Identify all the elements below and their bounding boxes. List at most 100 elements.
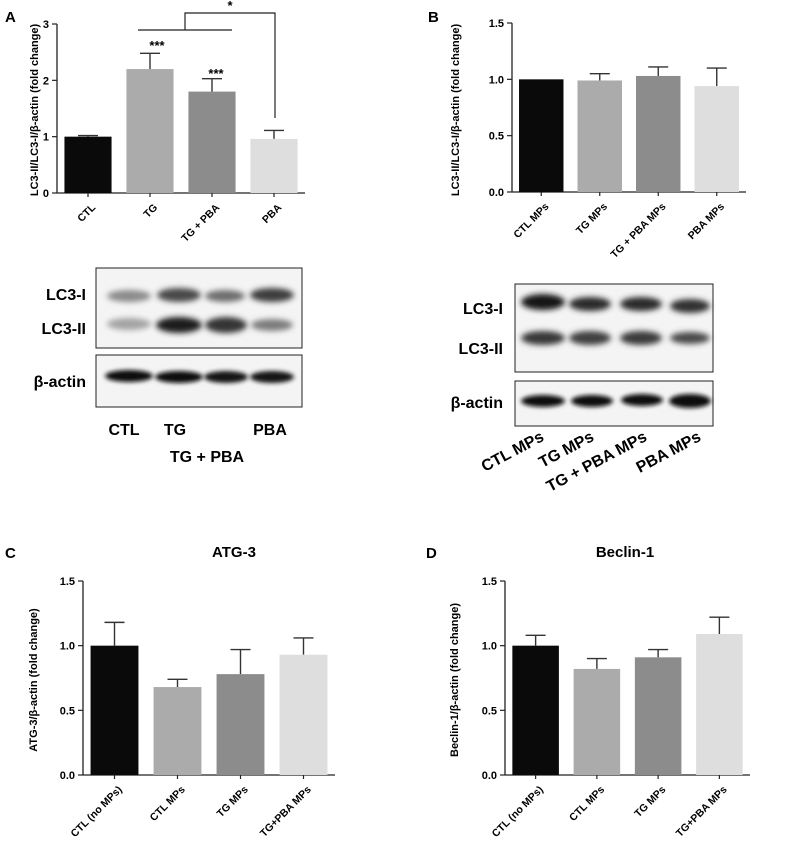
blot-band (569, 331, 611, 345)
bar (636, 75, 681, 192)
panel-letter-a: A (5, 9, 16, 26)
blot-band (571, 395, 613, 407)
blot-band (521, 331, 565, 345)
y-tick-label: 0.5 (60, 705, 75, 717)
significance-label: *** (149, 38, 165, 53)
blot-band (521, 395, 565, 407)
y-tick-label: 0.5 (489, 131, 504, 143)
bar (577, 80, 622, 192)
blot-lane-label: CTL MPs (479, 428, 547, 475)
blot-band (250, 371, 294, 383)
blot-bands (521, 294, 711, 408)
x-tick-label: TG MPs (574, 201, 610, 237)
blot-band (620, 331, 662, 345)
y-tick-label: 0.0 (60, 770, 75, 782)
y-tick-label: 1.5 (489, 18, 504, 30)
panel-letter-b: B (428, 9, 439, 26)
x-tick-label: CTL MPs (567, 784, 607, 824)
x-tick-label: PBA MPs (686, 201, 727, 242)
y-tick-label: 3 (43, 19, 49, 31)
blot-band (621, 394, 663, 406)
bar (512, 645, 559, 775)
blot-band (521, 294, 565, 310)
western-blot-a: LC3-I LC3-II β-actin CTL TG TG + PBA PBA (34, 267, 303, 466)
bar (694, 86, 739, 192)
blot-lane-label: PBA (253, 422, 287, 439)
bar (216, 674, 265, 775)
x-tick-label: TG MPs (632, 784, 668, 820)
panel-letter-c: C (5, 545, 16, 562)
panel-b: B LC3-II/LC3-I/β-actin (fold change) 0.0… (428, 9, 746, 261)
y-tick-label: 0.0 (482, 770, 497, 782)
blot-band (105, 370, 153, 382)
blot-band (669, 394, 711, 408)
x-tick-label: CTL (no MPs) (490, 784, 546, 840)
y-tick-label: 1.0 (482, 641, 497, 653)
bar (634, 657, 682, 775)
x-tick-label: TG+PBA MPs (258, 784, 314, 840)
blot-band (204, 371, 248, 383)
blot-band (107, 290, 151, 302)
chart-title: ATG-3 (212, 544, 256, 561)
blot-band (155, 371, 203, 383)
significance-label: *** (208, 66, 224, 81)
y-axis-title: LC3-II/LC3-I/β-actin (fold change) (450, 24, 462, 197)
blot-row-label: LC3-I (46, 287, 86, 304)
blot-bands (105, 288, 294, 383)
blot-row-label: LC3-II (459, 341, 503, 358)
y-tick-label: 0.5 (482, 705, 497, 717)
bar-chart: 0.0 0.5 1.0 1.5 CTL (no MPs) CTL MPs TG MPs TG+… (482, 576, 750, 840)
x-tick-label: CTL MPs (511, 201, 551, 241)
blot-band (156, 317, 202, 333)
x-tick-label: TG + PBA MPs (608, 201, 668, 261)
blot-membrane (95, 267, 303, 349)
bar (250, 138, 298, 193)
bar-chart: 0 1 2 3 CTL TG TG + PBA PBA (43, 19, 305, 245)
x-tick-label: TG+PBA MPs (674, 784, 730, 840)
blot-band (250, 288, 294, 302)
blot-band (157, 288, 201, 302)
blot-lane-label: CTL (108, 422, 139, 439)
bar (696, 634, 743, 775)
y-tick-label: 2 (43, 75, 49, 87)
blot-band (107, 318, 151, 330)
blot-band (670, 332, 710, 344)
bar-chart: 0.0 0.5 1.0 1.5 CTL (no MPs) CTL MPs TG MPs TG+… (60, 576, 335, 840)
bar (279, 654, 328, 775)
y-tick-label: 0 (43, 188, 49, 200)
y-tick-label: 1.0 (60, 641, 75, 653)
bar (573, 668, 621, 775)
blot-row-label: LC3-II (42, 321, 86, 338)
blot-row-label: β-actin (451, 395, 503, 412)
y-tick-label: 1 (43, 132, 49, 144)
y-tick-label: 0.0 (489, 187, 504, 199)
x-tick-label: TG MPs (215, 784, 251, 820)
bar (519, 79, 564, 192)
x-tick-label: TG (141, 202, 160, 221)
x-tick-label: CTL (no MPs) (69, 784, 125, 840)
chart-title: Beclin-1 (596, 544, 654, 561)
blot-row-label: LC3-I (463, 301, 503, 318)
panel-letter-d: D (426, 545, 437, 562)
bar (126, 69, 174, 193)
y-tick-label: 1.5 (60, 576, 75, 588)
y-axis-title: ATG-3/β-actin (fold change) (28, 608, 40, 752)
bar (90, 645, 139, 775)
y-axis-title: LC3-II/LC3-I/β-actin (fold change) (29, 24, 41, 197)
blot-row-label: β-actin (34, 374, 86, 391)
x-tick-label: CTL MPs (148, 784, 188, 824)
blot-band (670, 299, 710, 313)
x-tick-label: TG + PBA (179, 201, 222, 244)
x-tick-label: CTL (75, 201, 98, 224)
blot-band (620, 297, 662, 311)
bar (64, 136, 112, 193)
bar (188, 91, 236, 193)
blot-lane-label: TG + PBA (170, 449, 245, 466)
western-blot-b: LC3-I LC3-II β-actin CTL MPs TG MPs TG +… (451, 283, 714, 496)
y-tick-label: 1.5 (482, 576, 497, 588)
panel-c: C ATG-3 ATG-3/β-actin (fold change) 0.00… (5, 544, 335, 840)
blot-band (569, 297, 611, 311)
blot-lane-label: TG (164, 422, 186, 439)
x-tick-label: PBA (260, 201, 284, 225)
